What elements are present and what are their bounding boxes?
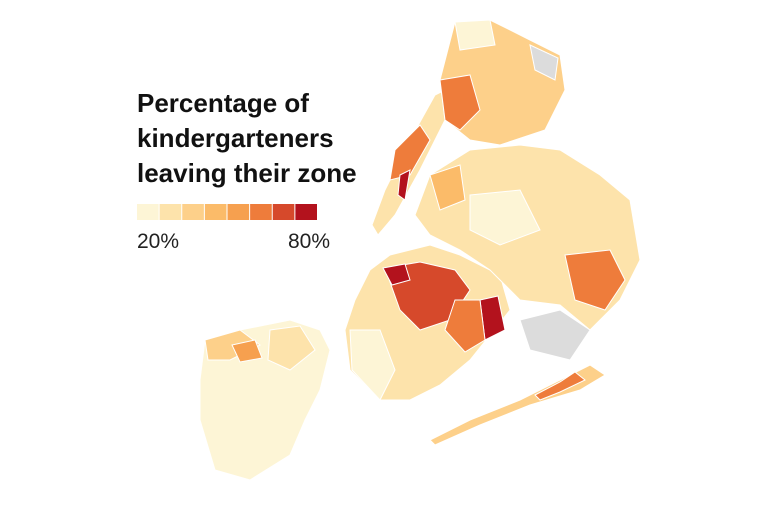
legend: 20% 80% (137, 204, 330, 253)
legend-swatch (227, 204, 250, 220)
legend-swatch (204, 204, 227, 220)
district (564, 249, 626, 311)
district (397, 169, 411, 201)
legend-swatch (137, 204, 159, 220)
district (429, 164, 466, 211)
district (469, 189, 541, 246)
title-line: kindergarteners (137, 123, 334, 153)
legend-swatch (159, 204, 182, 220)
park (529, 44, 559, 81)
legend-swatch (182, 204, 204, 220)
legend-label: 80% (288, 230, 330, 253)
title-line: leaving their zone (137, 158, 357, 188)
legend-swatch (250, 204, 272, 220)
map (199, 19, 641, 481)
district (454, 19, 496, 51)
district (349, 329, 396, 401)
district (439, 74, 481, 131)
district (231, 339, 263, 363)
district (444, 299, 486, 353)
airport (519, 309, 591, 361)
district (267, 325, 316, 371)
legend-swatch (295, 204, 317, 220)
legend-label: 20% (137, 230, 179, 253)
title-line: Percentage of (137, 88, 309, 118)
legend-swatch (272, 204, 295, 220)
title: Percentage of kindergarteners leaving thei… (137, 88, 357, 188)
district (382, 263, 411, 286)
district (534, 371, 586, 401)
district (389, 124, 431, 181)
